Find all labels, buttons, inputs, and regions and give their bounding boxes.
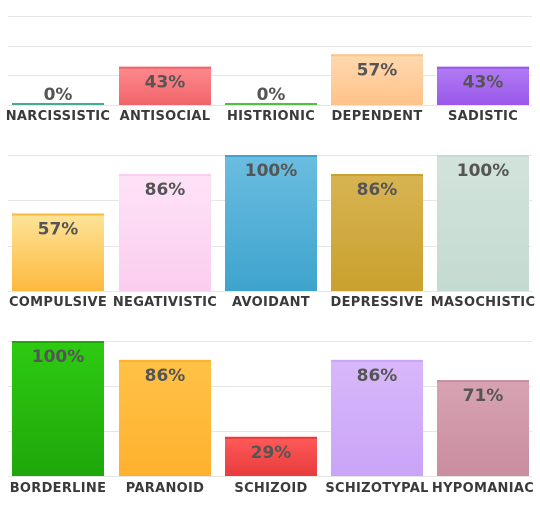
value-label-histrionic: 0% xyxy=(257,85,286,105)
value-label-compulsive: 57% xyxy=(38,219,79,239)
bar-compulsive xyxy=(12,213,104,291)
category-label-avoidant: AVOIDANT xyxy=(232,295,310,310)
category-label-paranoid: PARANOID xyxy=(126,481,204,496)
bar-top-edge-narcissistic xyxy=(12,103,104,105)
value-label-depressive: 86% xyxy=(357,180,398,200)
bar-top-edge-masochistic xyxy=(437,155,529,157)
bar-top-edge-depressive xyxy=(331,174,423,177)
bar-top-edge-schizoid xyxy=(225,436,317,439)
bar-masochistic xyxy=(437,155,529,291)
chart-panel-2: 57% COMPULSIVE 86% NEGATIVISTIC 100% AVOIDANT… xyxy=(8,155,535,310)
bar-top-edge-sadistic xyxy=(437,66,529,69)
bar-top-edge-borderline xyxy=(12,341,104,343)
bar-depressive xyxy=(331,174,423,291)
value-label-paranoid: 86% xyxy=(145,366,186,386)
value-label-schizoid: 29% xyxy=(251,443,292,463)
category-label-histrionic: HISTRIONIC xyxy=(227,109,315,124)
chart-panel-3: 100% BORDERLINE 86% PARANOID 29% SCHIZOID 86% S… xyxy=(8,341,534,496)
bar-paranoid xyxy=(119,359,211,476)
bar-top-edge-avoidant xyxy=(225,155,317,157)
category-label-masochistic: MASOCHISTIC xyxy=(431,295,536,310)
bar-top-edge-negativistic xyxy=(119,174,211,177)
category-label-depressive: DEPRESSIVE xyxy=(330,295,423,310)
value-label-borderline: 100% xyxy=(32,347,85,367)
category-label-schizotypal: SCHIZOTYPAL xyxy=(325,481,428,496)
value-label-masochistic: 100% xyxy=(457,161,510,181)
bar-sadistic xyxy=(437,66,529,105)
bar-schizotypal xyxy=(331,359,423,476)
value-label-sadistic: 43% xyxy=(463,73,504,93)
category-label-narcissistic: NARCISSISTIC xyxy=(6,109,111,124)
category-label-antisocial: ANTISOCIAL xyxy=(120,109,211,124)
value-label-schizotypal: 86% xyxy=(357,366,398,386)
category-label-borderline: BORDERLINE xyxy=(10,481,107,496)
category-label-negativistic: NEGATIVISTIC xyxy=(113,295,217,310)
bar-top-edge-histrionic xyxy=(225,103,317,105)
category-label-compulsive: COMPULSIVE xyxy=(9,295,107,310)
category-label-dependent: DEPENDENT xyxy=(331,109,422,124)
value-label-antisocial: 43% xyxy=(145,73,186,93)
value-label-dependent: 57% xyxy=(357,60,398,80)
bar-hypomaniac xyxy=(437,380,529,476)
bar-top-edge-dependent xyxy=(331,54,423,57)
bar-top-edge-compulsive xyxy=(12,213,104,216)
bar-top-edge-antisocial xyxy=(119,66,211,69)
value-label-hypomaniac: 71% xyxy=(463,386,504,406)
category-label-schizoid: SCHIZOID xyxy=(234,481,307,496)
bar-antisocial xyxy=(119,66,211,105)
bar-schizoid xyxy=(225,436,317,476)
value-label-avoidant: 100% xyxy=(245,161,298,181)
category-label-sadistic: SADISTIC xyxy=(448,109,518,124)
bar-dependent xyxy=(331,54,423,105)
chart-panel-1: 0% NARCISSISTIC 43% ANTISOCIAL 0% HISTRIONIC 5… xyxy=(6,16,532,124)
bar-top-edge-schizotypal xyxy=(331,359,423,362)
bar-top-edge-paranoid xyxy=(119,359,211,362)
bar-top-edge-hypomaniac xyxy=(437,380,529,383)
bar-borderline xyxy=(12,341,104,476)
value-label-negativistic: 86% xyxy=(145,180,186,200)
category-label-hypomaniac: HYPOMANIAC xyxy=(432,481,534,496)
bar-negativistic xyxy=(119,174,211,291)
bar-avoidant xyxy=(225,155,317,291)
value-label-narcissistic: 0% xyxy=(44,85,73,105)
